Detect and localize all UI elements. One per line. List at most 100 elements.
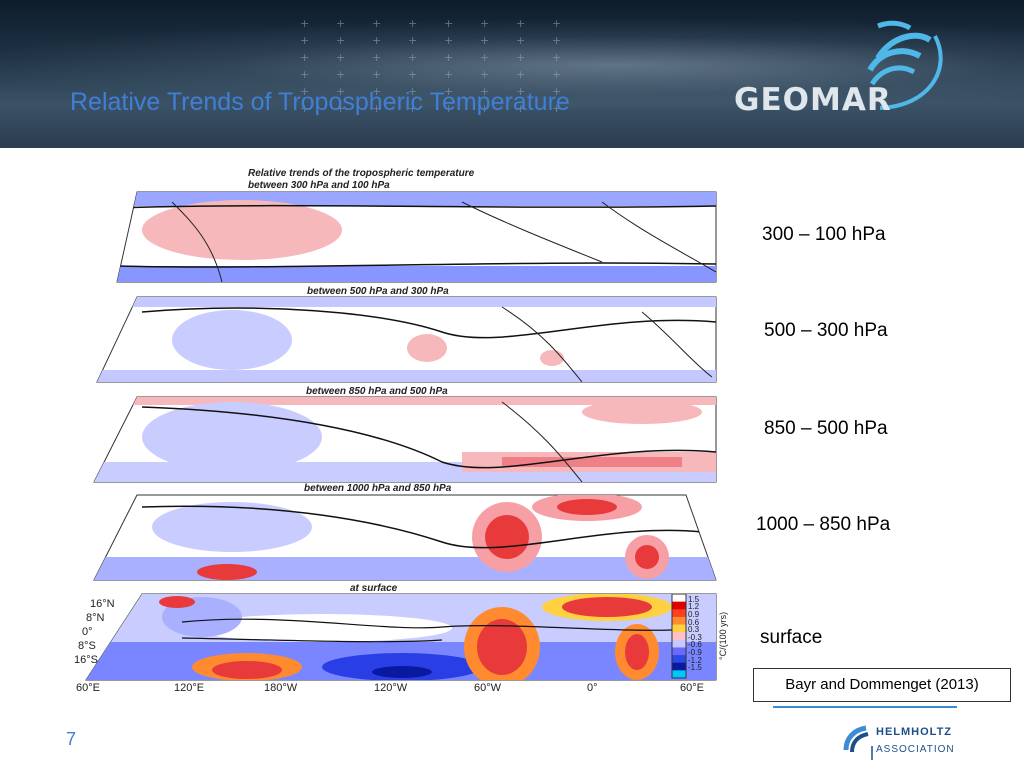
header-plus-glyph: + <box>372 34 382 47</box>
header-plus-glyph: + <box>480 68 490 81</box>
header-plus-glyph: + <box>408 17 418 30</box>
header-plus-glyph: + <box>516 68 526 81</box>
slide-number: 7 <box>66 729 77 749</box>
header-plus-glyph: + <box>372 68 382 81</box>
colorbar-border <box>671 593 687 679</box>
header-plus-glyph: + <box>552 51 562 64</box>
colorbar-unit: °C/(100 yrs) <box>718 611 728 660</box>
figure-main-title: Relative trends of the tropospheric temp… <box>248 168 475 179</box>
panel-300-100 <box>116 191 717 283</box>
helmholtz-icon <box>843 725 873 760</box>
header-plus-glyph: + <box>552 17 562 30</box>
lon-tick: 0° <box>587 682 598 694</box>
panel-title: at surface <box>350 583 398 594</box>
lat-tick: 0° <box>82 626 93 638</box>
level-label: 300 – 100 hPa <box>762 224 886 245</box>
colorbar-swatch <box>672 662 686 671</box>
colorbar-level: -0.6 <box>688 640 702 650</box>
header-plus-glyph: + <box>444 85 454 98</box>
panel-title: between 1000 hPa and 850 hPa <box>304 483 452 494</box>
lon-tick: 60°E <box>76 682 100 694</box>
colorbar-level: 0.9 <box>688 609 700 619</box>
header-plus-glyph: + <box>516 85 526 98</box>
header-plus-glyph: + <box>444 51 454 64</box>
header-plus-glyph: + <box>408 68 418 81</box>
header-plus-glyph: + <box>408 102 418 115</box>
level-label: 850 – 500 hPa <box>764 418 888 439</box>
lon-tick: 180°W <box>264 682 298 694</box>
panel-850-500 <box>93 396 717 483</box>
panel-title: between 500 hPa and 300 hPa <box>307 286 449 297</box>
lat-tick: 16°N <box>90 598 115 610</box>
lat-tick: 8°N <box>86 612 105 624</box>
panel-title: between 850 hPa and 500 hPa <box>306 386 448 397</box>
colorbar-level: -0.3 <box>688 632 702 642</box>
colorbar-swatch <box>672 609 686 618</box>
header-plus-glyph: + <box>516 17 526 30</box>
header-plus-glyph: + <box>408 51 418 64</box>
colorbar-level: -0.9 <box>688 648 702 658</box>
map-panels <box>85 191 717 681</box>
colorbar-level: -1.5 <box>688 663 702 673</box>
lon-tick: 60°E <box>680 682 704 694</box>
header-plus-glyph: + <box>372 51 382 64</box>
header-plus-glyph: + <box>480 51 490 64</box>
header-plus-glyph: + <box>336 17 346 30</box>
colorbar-swatch <box>672 601 686 610</box>
header-plus-glyph: + <box>444 102 454 115</box>
header-plus-glyph: + <box>336 34 346 47</box>
lon-tick: 60°W <box>474 682 502 694</box>
colorbar-swatch <box>672 647 686 656</box>
geomar-logo: GEOMAR <box>730 18 960 118</box>
header-plus-glyph: + <box>516 51 526 64</box>
slide-header: + + + + + + + + + + + + + + + + + + + + + + + + + + + + + + + + + + + + + + + +… <box>0 0 1024 148</box>
header-plus-glyph: + <box>516 34 526 47</box>
panel-title: between 300 hPa and 100 hPa <box>248 180 390 191</box>
colorbar-swatch <box>672 639 686 648</box>
header-plus-glyph: + <box>408 34 418 47</box>
header-plus-glyph: + <box>444 17 454 30</box>
lon-tick: 120°E <box>174 682 205 694</box>
header-plus-glyph: + <box>444 34 454 47</box>
header-plus-glyph: + <box>300 85 310 98</box>
colorbar-swatch <box>672 594 686 603</box>
geomar-wordmark: GEOMAR <box>734 82 892 118</box>
header-plus-glyph: + <box>300 68 310 81</box>
header-plus-glyph: + <box>300 17 310 30</box>
colorbar-swatch <box>672 616 686 626</box>
citation-rule <box>773 706 957 708</box>
header-plus-glyph: + <box>444 68 454 81</box>
panel-500-300 <box>96 296 717 383</box>
header-plus-glyph: + <box>336 102 346 115</box>
colorbar <box>671 593 687 679</box>
header-plus-glyph: + <box>480 34 490 47</box>
colorbar-swatch <box>672 655 686 664</box>
header-plus-glyph: + <box>300 102 310 115</box>
geomar-swirl-icon <box>867 20 943 110</box>
colorbar-level: 1.2 <box>688 602 700 612</box>
header-plus-glyph: + <box>300 34 310 47</box>
panel-1000-850 <box>93 494 717 581</box>
level-label: surface <box>760 627 823 648</box>
header-plus-glyph: + <box>480 17 490 30</box>
header-plus-glyph: + <box>480 102 490 115</box>
header-plus-glyph: + <box>300 51 310 64</box>
citation-box: Bayr and Dommenget (2013) <box>753 668 1011 702</box>
lon-tick: 120°W <box>374 682 408 694</box>
helmholtz-subtitle: ASSOCIATION <box>876 744 955 755</box>
header-plus-glyph: + <box>372 102 382 115</box>
colorbar-swatch <box>672 632 686 641</box>
header-plus-glyph: + <box>372 17 382 30</box>
colorbar-level: 0.3 <box>688 625 700 635</box>
colorbar-level: -1.2 <box>688 655 702 665</box>
trend-figure: Relative trends of the tropospheric temp… <box>74 162 734 700</box>
colorbar-level: 1.5 <box>688 594 700 604</box>
colorbar-level: 0.6 <box>688 617 700 627</box>
header-plus-glyph: + <box>336 85 346 98</box>
header-plus-glyph: + <box>552 34 562 47</box>
lat-tick: 8°S <box>78 640 96 652</box>
header-plus-glyph: + <box>372 85 382 98</box>
header-sheen <box>0 20 1024 110</box>
level-label: 1000 – 850 hPa <box>756 514 891 535</box>
header-plus-glyph: + <box>516 102 526 115</box>
